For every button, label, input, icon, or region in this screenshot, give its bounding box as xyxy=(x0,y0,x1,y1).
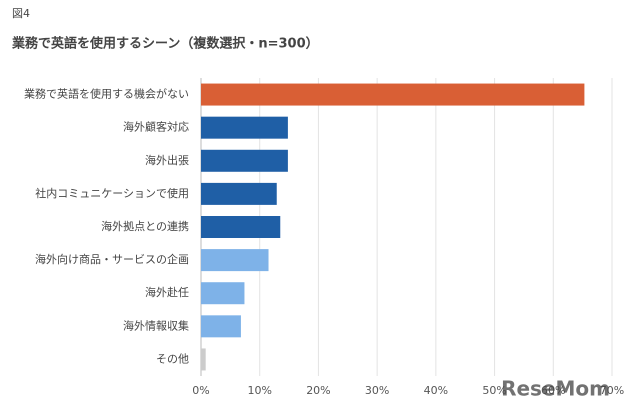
bar xyxy=(201,249,269,272)
bar xyxy=(201,216,281,238)
y-tick-label: 海外出張 xyxy=(145,153,189,167)
chart-title: 業務で英語を使用するシーン（複数選択・n=300） xyxy=(11,36,319,52)
x-tick-label: 10% xyxy=(247,384,271,397)
x-tick-label: 40% xyxy=(424,384,448,397)
watermark: ReseMom xyxy=(501,377,610,401)
y-tick-label: 海外情報収集 xyxy=(123,318,189,332)
y-tick-label: 業務で英語を使用する機会がない xyxy=(24,87,189,101)
x-tick-label: 30% xyxy=(365,384,389,397)
x-tick-label: 70% xyxy=(600,384,624,397)
y-tick-label: その他 xyxy=(156,352,189,365)
bar xyxy=(201,149,288,172)
figure-label: 図4 xyxy=(12,7,30,20)
bar xyxy=(201,116,288,139)
x-tick-label: 20% xyxy=(306,384,330,397)
bar xyxy=(201,282,245,305)
bar xyxy=(201,315,241,338)
y-tick-label: 海外向け商品・サービスの企画 xyxy=(35,252,189,266)
x-tick-label: 0% xyxy=(192,384,209,397)
x-tick-label: 50% xyxy=(482,384,506,397)
bar xyxy=(201,83,585,106)
y-tick-label: 社内コミュニケーションで使用 xyxy=(35,186,189,200)
y-tick-label: 海外顧客対応 xyxy=(123,120,189,134)
y-tick-label: 海外拠点との連携 xyxy=(101,219,189,233)
bar xyxy=(201,182,277,205)
y-tick-label: 海外赴任 xyxy=(145,285,189,299)
x-tick-label: 60% xyxy=(541,384,565,397)
bar xyxy=(201,348,206,371)
bars: 業務で英語を使用する機会がない海外顧客対応海外出張社内コミュニケーションで使用海… xyxy=(24,83,585,371)
